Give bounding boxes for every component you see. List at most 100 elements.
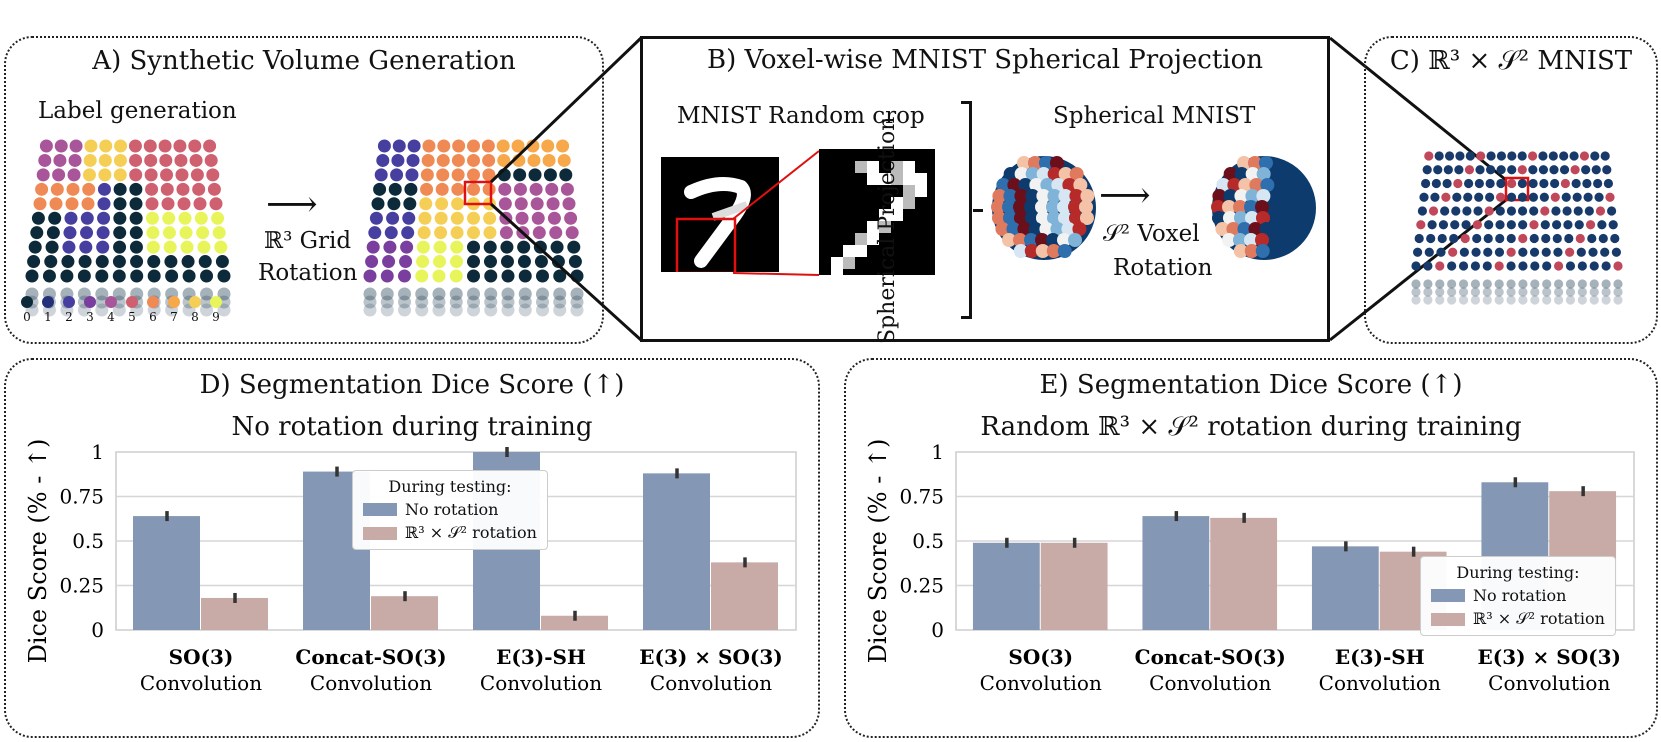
voxel-shadow bbox=[380, 287, 394, 301]
voxel bbox=[35, 182, 49, 196]
voxel bbox=[434, 226, 448, 240]
sphere-voxel bbox=[1255, 244, 1270, 258]
voxel bbox=[467, 153, 480, 167]
voxel-shadow bbox=[1530, 287, 1540, 297]
voxel bbox=[388, 182, 402, 196]
sphere-voxel bbox=[1211, 200, 1226, 214]
voxel bbox=[416, 240, 430, 254]
voxel bbox=[1485, 178, 1495, 189]
voxel bbox=[1541, 233, 1551, 244]
voxel bbox=[1472, 233, 1482, 244]
sphere-voxel bbox=[1002, 200, 1017, 214]
voxel bbox=[482, 197, 496, 211]
sphere-voxel bbox=[1249, 178, 1264, 192]
y-tick-label: 1 bbox=[91, 440, 104, 464]
voxel bbox=[371, 197, 385, 211]
voxel bbox=[1495, 192, 1506, 202]
sphere-voxel bbox=[1233, 244, 1248, 258]
voxel bbox=[1506, 247, 1516, 257]
voxel bbox=[1601, 261, 1611, 271]
voxel bbox=[497, 168, 511, 182]
voxel bbox=[52, 168, 66, 182]
voxel bbox=[1474, 178, 1484, 189]
voxel-shadow bbox=[1482, 287, 1492, 297]
crop-pixel bbox=[867, 233, 879, 245]
voxel bbox=[1560, 178, 1570, 189]
voxel-shadow bbox=[1613, 279, 1623, 289]
voxel bbox=[1564, 233, 1574, 244]
voxel bbox=[25, 269, 39, 283]
voxel bbox=[66, 182, 80, 196]
voxel bbox=[399, 255, 413, 269]
voxel bbox=[1529, 247, 1540, 257]
voxel bbox=[515, 211, 529, 225]
voxel bbox=[1530, 261, 1540, 271]
voxel bbox=[1518, 220, 1528, 230]
voxel bbox=[1600, 247, 1610, 257]
label-key-0: 0 bbox=[20, 296, 34, 324]
voxel bbox=[1600, 151, 1610, 161]
sphere-voxel bbox=[1212, 189, 1227, 203]
voxel bbox=[390, 168, 404, 182]
mnist-crop-title: MNIST Random crop bbox=[677, 103, 925, 129]
voxel bbox=[1538, 151, 1548, 161]
sphere-voxel bbox=[1014, 167, 1029, 181]
voxel bbox=[95, 269, 109, 283]
voxel bbox=[36, 168, 50, 182]
voxel bbox=[1507, 151, 1517, 161]
voxel-shadow bbox=[449, 295, 463, 309]
voxel bbox=[1452, 192, 1462, 202]
voxel bbox=[129, 226, 143, 240]
voxel bbox=[376, 153, 390, 167]
label-key-3: 3 bbox=[83, 296, 97, 324]
legend-title: During testing: bbox=[388, 477, 512, 496]
voxel-shadow bbox=[95, 303, 109, 317]
voxel bbox=[206, 168, 220, 182]
sphere-voxel bbox=[1035, 211, 1050, 225]
voxel bbox=[1518, 247, 1528, 257]
crop-pixel bbox=[831, 257, 843, 269]
voxel bbox=[113, 240, 127, 254]
sphere-voxel bbox=[1062, 178, 1077, 192]
voxel-shadow bbox=[1565, 295, 1576, 305]
sphere-voxel bbox=[1216, 178, 1231, 192]
voxel bbox=[1594, 192, 1604, 202]
voxel bbox=[363, 269, 377, 283]
x-tick-label: Concat-SO(3) bbox=[1135, 645, 1286, 669]
voxel bbox=[46, 226, 60, 240]
x-tick-sublabel: Convolution bbox=[480, 671, 602, 695]
x-tick-sublabel: Convolution bbox=[650, 671, 772, 695]
x-tick-label: E(3) × SO(3) bbox=[1478, 645, 1621, 669]
grid-rotation-label-1: ℝ³ Grid bbox=[264, 228, 352, 254]
sphere-voxel bbox=[1258, 156, 1273, 170]
voxel-shadow bbox=[467, 287, 480, 301]
voxel bbox=[1517, 192, 1528, 202]
voxel bbox=[1455, 151, 1465, 161]
voxel bbox=[1438, 220, 1449, 230]
voxel bbox=[200, 269, 214, 283]
voxel bbox=[1507, 165, 1517, 175]
voxel bbox=[143, 139, 157, 153]
voxel bbox=[1605, 192, 1615, 202]
label-swatch-icon bbox=[210, 296, 222, 308]
voxel bbox=[483, 211, 497, 225]
sphere-voxel bbox=[1255, 200, 1270, 214]
voxel bbox=[1464, 178, 1474, 189]
sphere-voxel bbox=[1027, 156, 1042, 170]
voxel bbox=[98, 168, 112, 182]
voxel-shadow bbox=[536, 287, 549, 301]
voxel bbox=[467, 255, 480, 269]
voxel bbox=[526, 139, 540, 153]
voxel bbox=[1435, 261, 1445, 271]
x-tick-label: SO(3) bbox=[169, 645, 234, 669]
voxel bbox=[1447, 261, 1457, 271]
voxel bbox=[54, 139, 68, 153]
voxel bbox=[1584, 206, 1594, 216]
legend-item-rotation: ℝ³ × 𝒮² rotation bbox=[363, 523, 537, 543]
sphere-voxel bbox=[1024, 200, 1039, 214]
voxel-shadow bbox=[1435, 295, 1445, 305]
voxel bbox=[405, 168, 419, 182]
label-swatch-icon bbox=[126, 296, 138, 308]
sphere-voxel bbox=[1080, 189, 1095, 203]
voxel bbox=[498, 182, 512, 196]
